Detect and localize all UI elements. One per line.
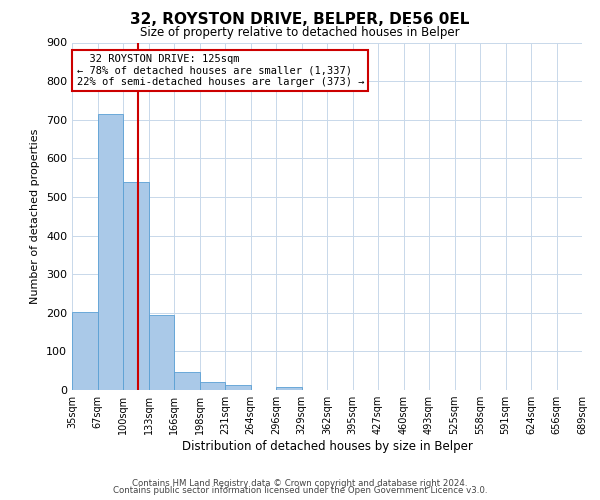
- Text: Contains HM Land Registry data © Crown copyright and database right 2024.: Contains HM Land Registry data © Crown c…: [132, 478, 468, 488]
- Bar: [72, 312, 97, 390]
- Bar: [276, 387, 302, 390]
- Bar: [174, 372, 199, 390]
- Bar: [225, 384, 251, 390]
- Y-axis label: Number of detached properties: Number of detached properties: [31, 128, 40, 304]
- Bar: [123, 182, 149, 390]
- Text: Size of property relative to detached houses in Belper: Size of property relative to detached ho…: [140, 26, 460, 39]
- Bar: [199, 382, 225, 390]
- X-axis label: Distribution of detached houses by size in Belper: Distribution of detached houses by size …: [182, 440, 472, 453]
- Bar: [97, 114, 123, 390]
- Text: Contains public sector information licensed under the Open Government Licence v3: Contains public sector information licen…: [113, 486, 487, 495]
- Text: 32, ROYSTON DRIVE, BELPER, DE56 0EL: 32, ROYSTON DRIVE, BELPER, DE56 0EL: [130, 12, 470, 28]
- Bar: [149, 316, 174, 390]
- Text: 32 ROYSTON DRIVE: 125sqm  
← 78% of detached houses are smaller (1,337)
22% of s: 32 ROYSTON DRIVE: 125sqm ← 78% of detach…: [77, 54, 364, 88]
